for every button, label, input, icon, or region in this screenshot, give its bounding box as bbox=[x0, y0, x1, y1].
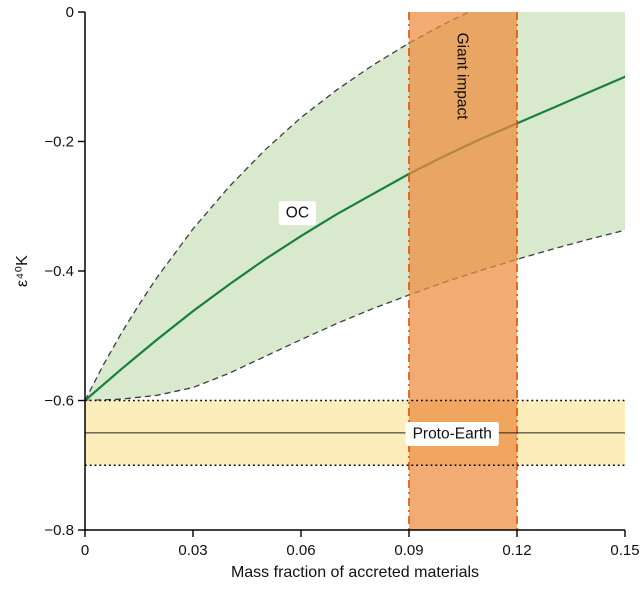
oc-uncertainty-band bbox=[85, 12, 625, 401]
x-tick-label: 0.12 bbox=[502, 542, 531, 559]
proto-earth-label-text: Proto-Earth bbox=[413, 425, 492, 442]
x-tick-label: 0.06 bbox=[286, 542, 315, 559]
x-tick-label: 0.03 bbox=[178, 542, 207, 559]
band-lower-edge bbox=[85, 229, 625, 402]
x-axis-label: Mass fraction of accreted materials bbox=[230, 564, 480, 581]
x-tick-label: 0.09 bbox=[394, 542, 423, 559]
oc-label-box bbox=[278, 201, 317, 226]
x-axis-ticks: 0 0.03 0.06 0.09 0.12 0.15 bbox=[81, 530, 640, 559]
plot-area bbox=[85, 12, 625, 530]
oc-curve bbox=[85, 75, 625, 402]
y-tick-label: −0.6 bbox=[44, 393, 74, 410]
band-upper-edge bbox=[85, 12, 471, 401]
y-tick-label: −0.4 bbox=[44, 263, 74, 280]
x-tick-label: 0 bbox=[81, 542, 89, 559]
y-tick-label: 0 bbox=[66, 4, 74, 21]
proto-earth-label-box bbox=[405, 421, 499, 446]
proto-earth-label: Proto-Earth bbox=[405, 421, 499, 446]
giant-impact-label-text: Giant impact bbox=[453, 33, 470, 121]
x-tick-label: 0.15 bbox=[610, 542, 639, 559]
y-tick-label: −0.8 bbox=[44, 522, 74, 539]
oc-label: OC bbox=[278, 201, 317, 226]
giant-impact-label: Giant impact bbox=[453, 33, 470, 121]
oc-label-text: OC bbox=[286, 205, 309, 222]
y-axis-ticks: 0 −0.2 −0.4 −0.6 −0.8 bbox=[44, 4, 85, 539]
y-tick-label: −0.2 bbox=[44, 134, 74, 151]
